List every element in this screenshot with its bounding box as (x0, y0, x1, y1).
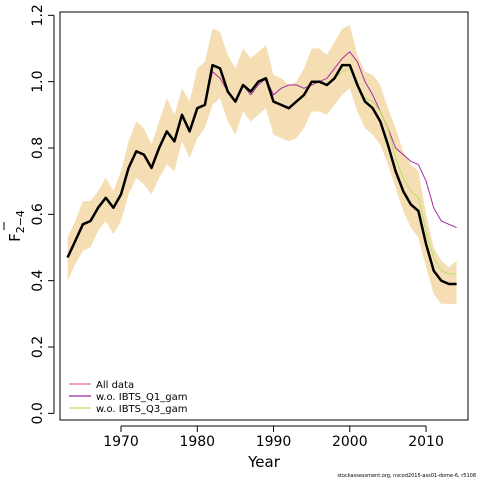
x-tick-label-4: 2010 (408, 434, 444, 450)
x-tick-label-2: 1990 (256, 434, 292, 450)
legend-label-0: All data (96, 380, 134, 391)
plot-frame (59, 11, 469, 421)
y-axis-label-sub: 2−4 (14, 210, 27, 233)
x-axis-label: Year (247, 453, 281, 471)
y-tick-label-6: 1.2 (30, 4, 46, 26)
confidence-band-layer (67, 25, 457, 304)
y-tick-label-4: 0.8 (30, 137, 46, 159)
y-axis: 0.0 0.2 0.4 0.6 0.8 1.0 1.2 (30, 4, 55, 424)
y-tick-label-1: 0.2 (30, 336, 46, 358)
confidence-band (67, 25, 457, 304)
y-tick-label-2: 0.4 (30, 269, 46, 291)
legend-label-2: w.o. IBTS_Q3_gam (96, 404, 187, 415)
svg-text:F2−4: F2−4 (6, 210, 27, 242)
footnote: stockassessment.org, nscod2015-ass01-dom… (337, 473, 476, 479)
y-axis-label: F2−4 (3, 210, 27, 242)
x-tick-label-0: 1970 (103, 434, 139, 450)
legend-label-1: w.o. IBTS_Q1_gam (96, 392, 187, 403)
y-tick-label-5: 1.0 (30, 71, 46, 93)
x-tick-label-1: 1980 (179, 434, 215, 450)
x-tick-label-3: 2000 (332, 434, 368, 450)
series-line-3 (66, 63, 457, 286)
y-tick-label-3: 0.6 (30, 203, 46, 225)
y-axis-label-main: F (6, 233, 24, 242)
y-tick-label-0: 0.0 (30, 402, 46, 424)
series-layer (66, 51, 457, 286)
x-axis: 1970 1980 1990 2000 2010 (103, 425, 444, 450)
